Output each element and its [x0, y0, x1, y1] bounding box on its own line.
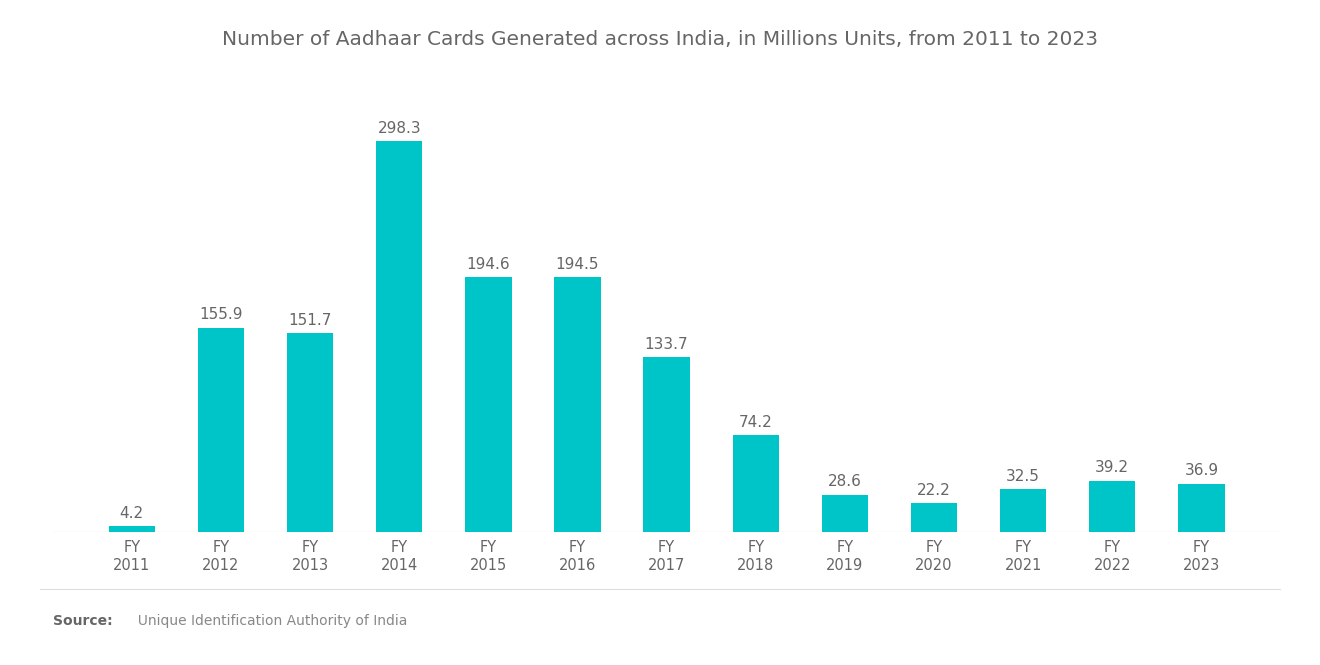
Bar — [1001, 489, 1047, 532]
Bar — [376, 141, 422, 532]
Text: 39.2: 39.2 — [1096, 460, 1130, 475]
Text: 151.7: 151.7 — [288, 313, 331, 328]
Text: Source:: Source: — [53, 614, 112, 628]
Bar — [286, 333, 333, 532]
Text: 194.6: 194.6 — [466, 257, 510, 272]
Bar — [643, 357, 690, 532]
Text: 155.9: 155.9 — [199, 307, 243, 323]
Bar — [733, 435, 779, 532]
Text: 32.5: 32.5 — [1006, 469, 1040, 484]
Bar — [1089, 481, 1135, 532]
Bar — [1179, 483, 1225, 532]
Text: Number of Aadhaar Cards Generated across India, in Millions Units, from 2011 to : Number of Aadhaar Cards Generated across… — [222, 30, 1098, 49]
Text: Unique Identification Authority of India: Unique Identification Authority of India — [129, 614, 408, 628]
Text: 298.3: 298.3 — [378, 121, 421, 136]
Text: 74.2: 74.2 — [739, 414, 772, 430]
Bar — [554, 277, 601, 532]
Bar — [465, 277, 512, 532]
Bar — [911, 503, 957, 532]
Bar — [198, 328, 244, 532]
Text: 133.7: 133.7 — [644, 336, 689, 352]
Bar — [108, 527, 154, 532]
Text: 36.9: 36.9 — [1184, 464, 1218, 478]
Bar — [821, 495, 869, 532]
Text: 28.6: 28.6 — [828, 474, 862, 489]
Text: 4.2: 4.2 — [120, 506, 144, 521]
Text: 22.2: 22.2 — [917, 483, 950, 497]
Text: 194.5: 194.5 — [556, 257, 599, 272]
